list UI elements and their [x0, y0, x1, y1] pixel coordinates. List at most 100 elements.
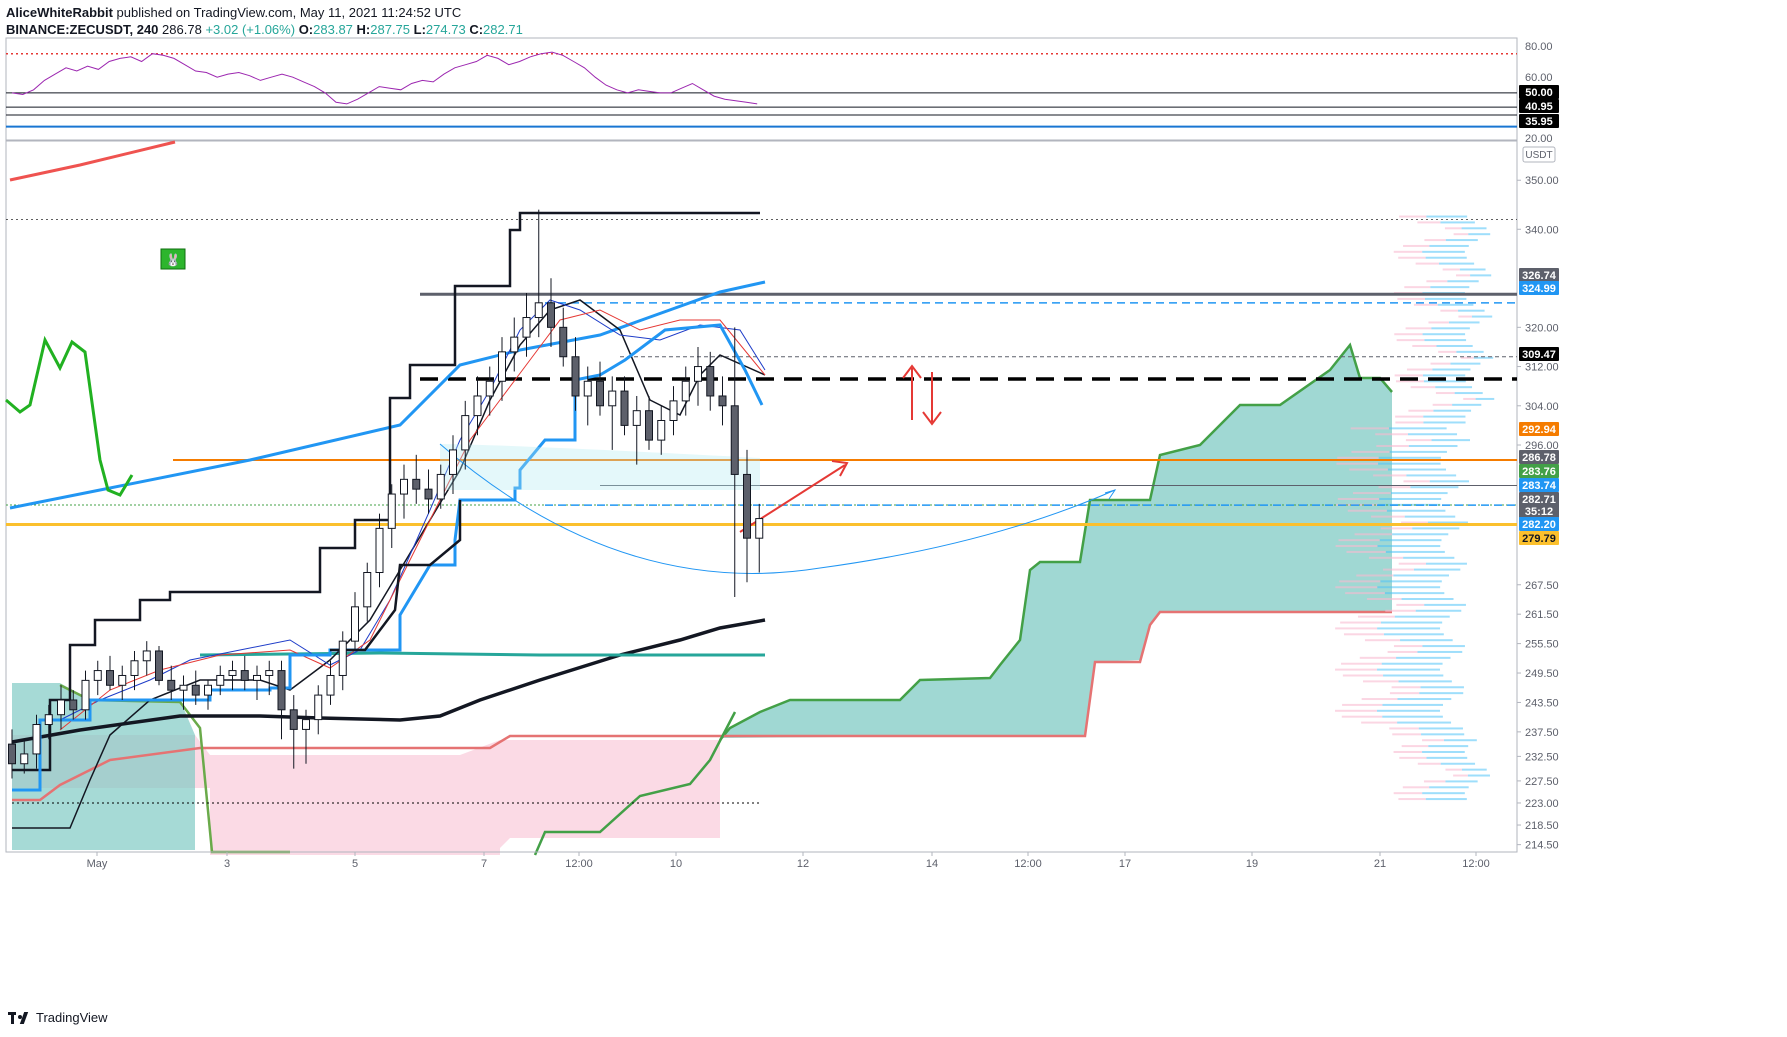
footer: TradingView — [8, 1010, 108, 1025]
candle-body — [645, 410, 653, 441]
price-tick-label: 340.00 — [1525, 224, 1559, 236]
low-label: L: — [413, 22, 426, 37]
volume-profile-bar-down — [1408, 409, 1434, 412]
footer-brand[interactable]: TradingView — [36, 1010, 108, 1025]
volume-profile-bar-down — [1351, 450, 1390, 453]
volume-profile-bar-down — [1356, 574, 1394, 577]
volume-profile-bar-up — [1380, 621, 1443, 624]
volume-profile-bar-up — [1377, 627, 1441, 630]
channel-upper — [12, 211, 760, 772]
candle-body — [363, 572, 372, 608]
volume-profile-bar-up — [1410, 486, 1459, 489]
rabbit-icon — [160, 248, 186, 270]
author-name[interactable]: AliceWhiteRabbit — [6, 5, 113, 20]
volume-profile-bar-up — [1439, 262, 1475, 265]
candle-body — [706, 366, 715, 397]
volume-profile-bar-down — [1337, 456, 1379, 459]
volume-profile-bar-down — [1422, 739, 1444, 742]
projection-shade — [440, 444, 760, 490]
volume-profile-bar-down — [1440, 309, 1459, 312]
currency-label: USDT — [1525, 150, 1552, 161]
time-tick-label: 12 — [797, 858, 809, 870]
candle-body — [730, 405, 739, 475]
price-label-bg — [1519, 504, 1559, 518]
rsi-tick-label: 60.00 — [1525, 72, 1553, 84]
volume-profile-bar-up — [1422, 333, 1466, 336]
volume-profile-bar-down — [1392, 733, 1422, 736]
volume-profile-bar-down — [1398, 256, 1426, 259]
volume-profile-bar-up — [1377, 545, 1441, 548]
volume-profile-bar-up — [1383, 674, 1444, 677]
volume-profile-bar-up — [1435, 386, 1473, 389]
volume-profile-bar-up — [1413, 568, 1461, 571]
rsi-label-bg — [1519, 85, 1559, 99]
volume-profile-bar-up — [1425, 798, 1467, 801]
candle-body — [240, 670, 249, 681]
volume-profile-bar-down — [1389, 727, 1419, 730]
candle-body — [461, 415, 470, 451]
volume-profile-bar-up — [1473, 356, 1494, 359]
candle-body — [681, 380, 690, 402]
volume-profile-bar-down — [1363, 680, 1399, 683]
volume-profile-bar-up — [1418, 727, 1463, 730]
candle-body — [755, 518, 764, 539]
volume-profile-bar-down — [1394, 333, 1423, 336]
candle-body — [743, 473, 751, 539]
volume-profile-bar-up — [1468, 233, 1491, 236]
candle-body — [314, 694, 323, 721]
volume-profile-bar-down — [1412, 344, 1437, 347]
volume-profile-bar-down — [1345, 592, 1385, 595]
volume-profile-bar-down — [1424, 239, 1446, 242]
price-tick-label: 304.00 — [1525, 401, 1559, 413]
price-label-bg — [1519, 531, 1559, 545]
volume-profile-bar-down — [1335, 586, 1378, 589]
volume-profile-bar-up — [1420, 686, 1464, 689]
lagging-cloud-edge — [533, 711, 737, 856]
volume-profile-bar-up — [1429, 480, 1469, 483]
volume-profile-bar-down — [1417, 221, 1441, 224]
volume-profile-bar-up — [1377, 668, 1441, 671]
price-tick-label: 237.50 — [1525, 727, 1559, 739]
candle-body — [216, 674, 225, 686]
candle-body — [57, 699, 65, 716]
time-tick-label: 12:00 — [565, 858, 593, 870]
volume-profile-bar-up — [1379, 497, 1442, 500]
volume-profile-bar-up — [1382, 703, 1443, 706]
channel-lower — [330, 500, 462, 652]
volume-profile-bar-down — [1364, 639, 1401, 642]
volume-profile-bar-up — [1432, 368, 1471, 371]
volume-profile-bar-down — [1463, 397, 1476, 400]
volume-profile-bar-up — [1427, 521, 1468, 524]
volume-profile-bar-down — [1349, 468, 1388, 471]
time-tick-label: 17 — [1119, 858, 1131, 870]
symbol-label[interactable]: BINANCE:ZECUSDT, 240 — [6, 22, 159, 37]
price-tick-label: 261.50 — [1525, 609, 1559, 621]
candle-body — [375, 527, 384, 574]
candle-body — [718, 395, 727, 407]
rsi-label: 35.95 — [1525, 116, 1553, 128]
candle-body — [522, 317, 531, 338]
volume-profile-bar-up — [1382, 715, 1443, 718]
volume-profile-bar-down — [1391, 686, 1421, 689]
volume-profile-bar-up — [1389, 450, 1447, 453]
time-tick-label: 3 — [224, 858, 230, 870]
volume-profile-bar-down — [1395, 421, 1424, 424]
volume-profile-bar-up — [1459, 268, 1486, 271]
volume-profile-bar-down — [1346, 550, 1386, 553]
open-label: O: — [298, 22, 314, 37]
volume-profile-bar-up — [1461, 768, 1487, 771]
candle-body — [228, 670, 237, 676]
price-tick-label: 243.50 — [1525, 697, 1559, 709]
volume-profile-bar-down — [1460, 356, 1474, 359]
senkou-b-line — [12, 610, 1392, 802]
volume-profile-bar-up — [1377, 586, 1441, 589]
volume-profile-bar-down — [1401, 745, 1429, 748]
bull-cloud-future — [720, 345, 1392, 740]
volume-profile-bar-down — [1444, 227, 1462, 230]
candle-body — [436, 473, 445, 500]
candle-body — [179, 684, 188, 691]
up-right-arrow-head — [831, 460, 849, 477]
candle-body — [608, 390, 617, 407]
senkou-a-line — [719, 342, 1393, 741]
